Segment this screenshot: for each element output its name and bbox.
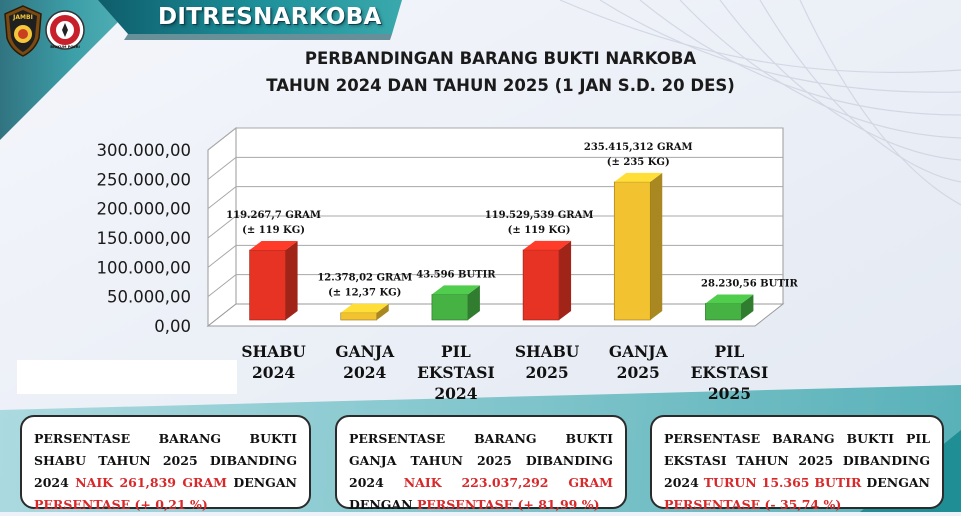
x-category-label: 2025 <box>708 384 751 403</box>
bar <box>522 240 572 321</box>
y-axis-ticks: 0,00 50.000,00 100.000,00 150.000,00 200.000… <box>97 141 191 336</box>
x-category-label: 2024 <box>434 384 477 403</box>
summary-text: PERSENTASE BARANG BUKTI SHABU TAHUN 2025… <box>34 431 297 490</box>
data-label: 28.230,56 BUTIR <box>701 278 798 289</box>
x-category-label: EKSTASI <box>691 363 769 382</box>
data-label: 43.596 BUTIR <box>416 269 496 280</box>
y-tick-label: 250.000,00 <box>97 170 191 189</box>
bar-front <box>431 294 469 321</box>
summary-text: PERSENTASE BARANG BUKTI GANJA TAHUN 2025… <box>349 431 613 490</box>
y-tick-label: 150.000,00 <box>97 229 191 248</box>
x-category-label: 2024 <box>252 363 295 382</box>
bar-front <box>613 181 651 321</box>
data-label: (± 12,37 KG) <box>328 288 401 299</box>
bar-side <box>741 294 754 320</box>
bar <box>705 294 754 321</box>
summary-box-pil-ekstasi: PERSENTASE BARANG BUKTI PIL EKSTASI TAHU… <box>650 415 944 512</box>
x-category-label: SHABU <box>241 342 306 361</box>
gridline <box>207 127 783 151</box>
gridline <box>207 215 783 239</box>
bar-top <box>431 285 480 295</box>
bar-top <box>523 240 572 250</box>
summary-box-ganja: PERSENTASE BARANG BUKTI GANJA TAHUN 2025… <box>335 415 627 512</box>
header-title: DITRESNARKOBA <box>158 4 382 30</box>
x-category-label: GANJA <box>609 342 669 361</box>
summary-highlight-change: NAIK 261,839 GRAM <box>75 475 227 490</box>
y-tick-label: 100.000,00 <box>97 258 191 277</box>
summary-highlight-change: TURUN 15.365 BUTIR <box>703 475 862 490</box>
bar <box>431 285 480 321</box>
bar-side <box>559 240 572 320</box>
bar-front <box>705 303 742 321</box>
gridline <box>207 186 783 210</box>
y-tick-label: 50.000,00 <box>107 288 191 307</box>
data-labels: 119.267,7 GRAM (± 119 KG) 12.378,02 GRAM (±… <box>226 142 798 299</box>
bars <box>249 172 754 321</box>
data-label: (± 119 KG) <box>508 225 571 236</box>
bar <box>613 172 663 321</box>
summary-highlight-percentage: PERSENTASE (+ 0,21 %) <box>34 497 208 512</box>
police-badge-logo: JAMBI <box>4 5 42 57</box>
data-label: 119.267,7 GRAM <box>226 210 321 221</box>
blank-panel <box>17 360 237 394</box>
bar-top <box>249 241 298 251</box>
summary-highlight-percentage: PERSENTASE (+ 81,99 %) <box>416 497 600 512</box>
bidkum-emblem-logo: BIDKUM POLRI <box>45 10 85 50</box>
x-category-label: SHABU <box>515 342 580 361</box>
bar <box>340 303 389 321</box>
x-category-label: 2024 <box>343 363 386 382</box>
gridline <box>207 156 783 180</box>
chart-title-line-2: TAHUN 2024 DAN TAHUN 2025 (1 JAN S.D. 20… <box>266 76 735 95</box>
chart-title-line-1: PERBANDINGAN BARANG BUKTI NARKOBA <box>304 49 697 68</box>
bar-side <box>467 285 480 320</box>
svg-text:JAMBI: JAMBI <box>12 14 33 21</box>
summary-text: PERSENTASE BARANG BUKTI PIL EKSTASI TAHU… <box>664 431 930 490</box>
bar-front <box>249 249 286 321</box>
summary-text: DENGAN <box>226 475 297 490</box>
bar-top <box>705 294 754 304</box>
bar-side <box>376 303 389 320</box>
summary-box-shabu: PERSENTASE BARANG BUKTI SHABU TAHUN 2025… <box>20 415 311 512</box>
summary-text: DENGAN <box>861 475 930 490</box>
data-label: (± 235 KG) <box>607 157 670 168</box>
bar-side <box>285 241 298 320</box>
data-label: 12.378,02 GRAM <box>317 273 412 284</box>
category-labels: SHABU 2024 GANJA 2024 PIL EKSTASI 2024 SHABU 202… <box>241 342 768 403</box>
x-category-label: 2025 <box>526 363 569 382</box>
bar-front <box>340 312 378 321</box>
x-category-label: PIL <box>715 342 745 361</box>
bar-side <box>650 172 663 320</box>
svg-text:BIDKUM POLRI: BIDKUM POLRI <box>50 45 80 49</box>
x-category-label: GANJA <box>335 342 395 361</box>
summary-text: DENGAN <box>349 497 417 512</box>
x-category-label: PIL <box>441 342 471 361</box>
gridline <box>207 274 783 298</box>
y-tick-label: 0,00 <box>154 317 191 336</box>
x-category-label: 2025 <box>617 363 660 382</box>
data-label: 119.529,539 GRAM <box>485 210 594 221</box>
summary-highlight-percentage: PERSENTASE (- 35,74 %) <box>664 497 842 512</box>
summary-highlight-change: NAIK 223.037,292 GRAM <box>403 475 613 490</box>
y-tick-label: 300.000,00 <box>97 141 191 160</box>
data-label: (± 119 KG) <box>242 225 305 236</box>
x-category-label: EKSTASI <box>417 363 495 382</box>
gridline <box>207 244 783 268</box>
bar-top <box>614 172 663 182</box>
y-tick-label: 200.000,00 <box>97 200 191 219</box>
bar-front <box>522 249 560 321</box>
bar <box>249 241 298 321</box>
data-label: 235.415,312 GRAM <box>584 142 693 153</box>
bar-top <box>340 303 389 313</box>
